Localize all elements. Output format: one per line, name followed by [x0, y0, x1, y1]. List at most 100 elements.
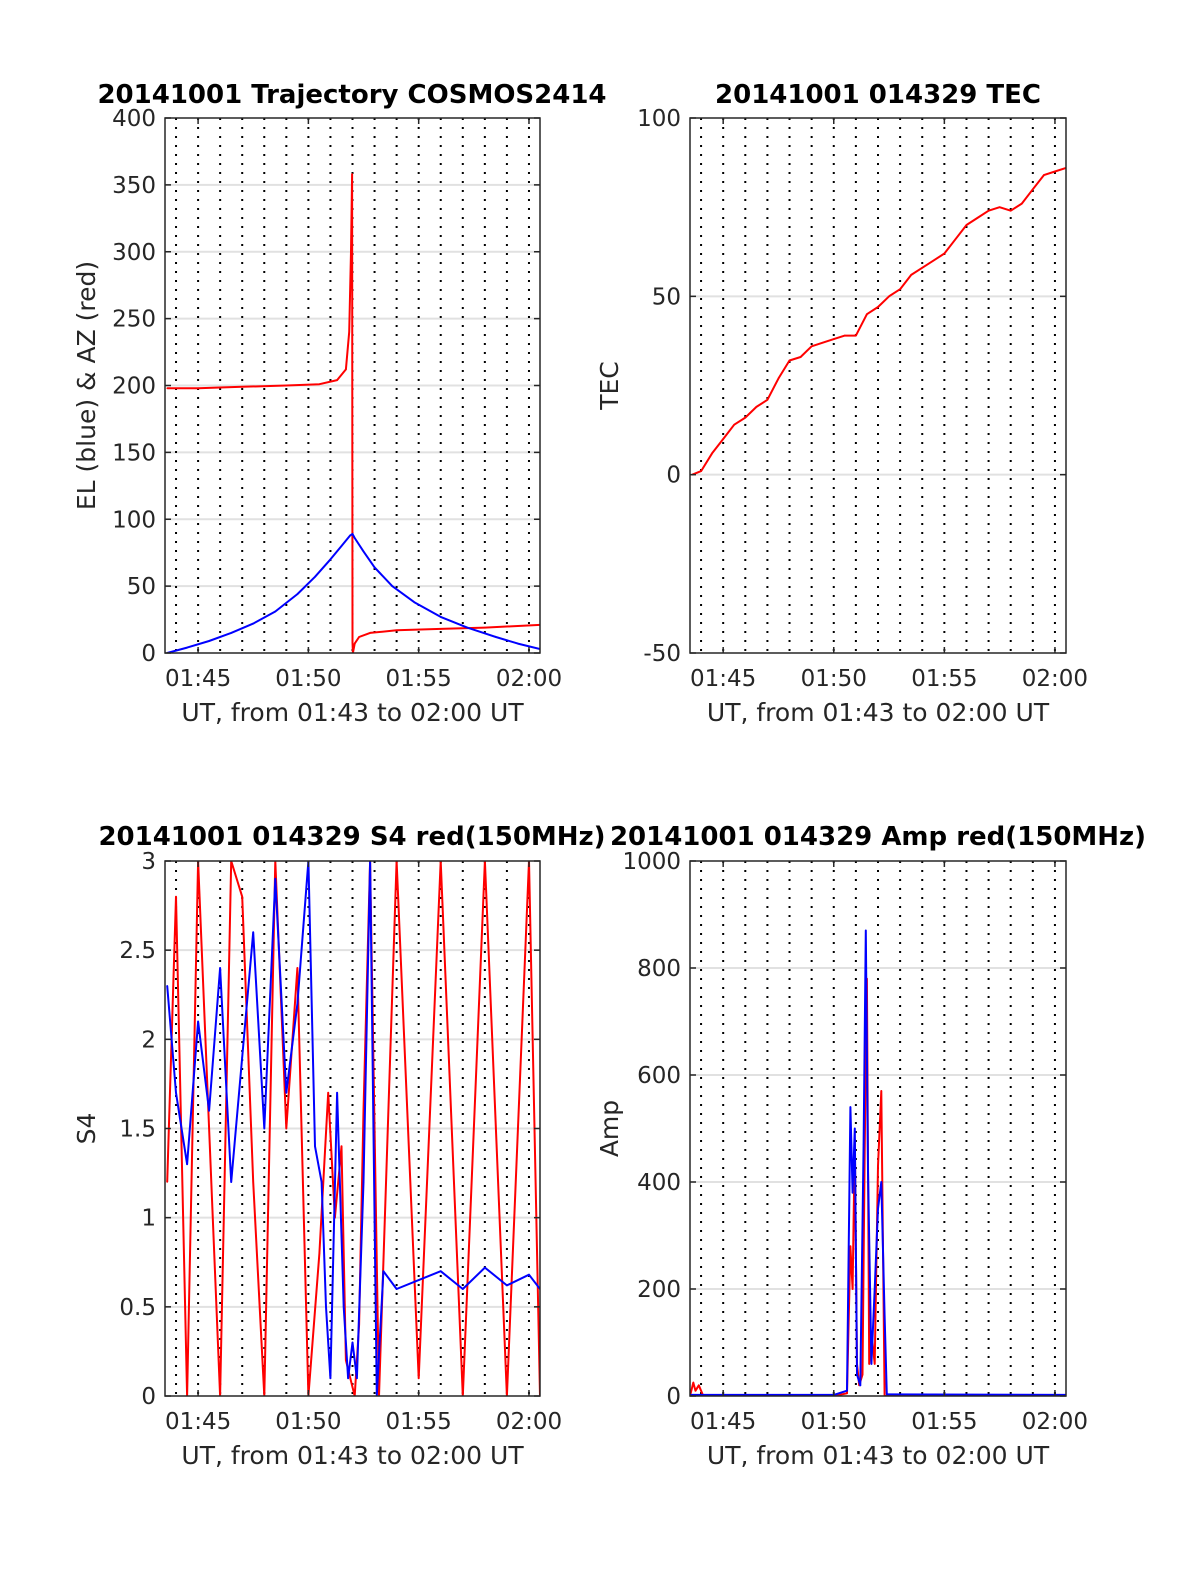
- x-tick-label: 01:50: [801, 666, 867, 692]
- data-point: [347, 1377, 349, 1379]
- y-tick-label: 150: [112, 440, 156, 466]
- data-point: [1032, 188, 1034, 191]
- data-point: [711, 452, 713, 455]
- data-point: [342, 1306, 345, 1308]
- series-line-blue: [690, 929, 1066, 1396]
- data-point: [175, 1092, 177, 1094]
- data-point: [976, 217, 979, 219]
- data-point: [336, 379, 338, 381]
- data-point: [395, 629, 398, 632]
- data-point: [854, 1127, 856, 1130]
- data-point: [528, 1273, 530, 1276]
- data-point: [998, 206, 1001, 208]
- y-tick-label: 1.5: [119, 1117, 156, 1143]
- data-point: [484, 626, 486, 629]
- data-point: [241, 386, 243, 388]
- y-tick-label: -50: [643, 641, 681, 667]
- data-point: [932, 259, 935, 262]
- data-point: [285, 384, 288, 387]
- data-point: [186, 646, 188, 649]
- chart-title: 20141001 014329 TEC: [715, 80, 1041, 110]
- y-tick-label: 350: [112, 173, 156, 199]
- data-point: [197, 387, 199, 390]
- data-point: [846, 1389, 848, 1392]
- data-point: [788, 359, 791, 362]
- data-point: [856, 1373, 858, 1376]
- data-point: [1043, 174, 1045, 176]
- data-point: [373, 566, 376, 569]
- y-tick-label: 0: [141, 1384, 156, 1410]
- data-point: [954, 238, 957, 241]
- y-tick-label: 300: [112, 240, 156, 266]
- data-point: [362, 1109, 365, 1112]
- chart-title: 20141001 Trajectory COSMOS2414: [97, 80, 606, 110]
- panel-amp: 0 200 400 600 800 1000 01:45 01:50 01:55 02:00 201…: [595, 822, 1146, 1470]
- data-point: [744, 416, 747, 419]
- data-point: [329, 558, 332, 561]
- x-tick-label: 01:55: [911, 666, 977, 692]
- data-point: [340, 545, 343, 547]
- data-point: [314, 576, 316, 578]
- data-point: [886, 1393, 888, 1396]
- data-point: [733, 423, 735, 426]
- data-point: [166, 387, 168, 390]
- data-point: [274, 610, 277, 613]
- data-point: [350, 251, 352, 253]
- data-point: [698, 1384, 700, 1387]
- y-tick-label: 2: [141, 1027, 156, 1053]
- data-point: [351, 533, 354, 535]
- x-tick-label: 01:55: [386, 1409, 452, 1435]
- data-point: [353, 537, 356, 539]
- data-point: [382, 1270, 385, 1272]
- data-point: [1021, 202, 1023, 205]
- y-tick-label: 100: [637, 106, 681, 132]
- x-axis-label: UT, from 01:43 to 02:00 UT: [707, 698, 1050, 727]
- data-point: [799, 356, 802, 358]
- data-point: [252, 931, 254, 934]
- data-point: [296, 1002, 299, 1005]
- data-point: [230, 632, 232, 634]
- chart-title: 20141001 014329 S4 red(150MHz): [98, 822, 605, 852]
- data-point: [351, 1341, 354, 1344]
- data-point: [325, 1306, 327, 1308]
- data-point: [870, 1363, 873, 1365]
- data-point: [348, 331, 351, 333]
- data-point: [274, 878, 277, 880]
- data-point: [943, 252, 946, 255]
- data-point: [722, 438, 724, 440]
- data-point: [358, 636, 360, 638]
- data-point: [285, 1127, 288, 1130]
- x-axis-label: UT, from 01:43 to 02:00 UT: [181, 698, 524, 727]
- x-tick-label: 01:50: [801, 1409, 867, 1435]
- data-point: [208, 640, 210, 642]
- data-point: [362, 550, 365, 553]
- data-point: [395, 1288, 398, 1290]
- data-point: [329, 1377, 332, 1379]
- data-point: [965, 224, 968, 226]
- data-point: [777, 377, 780, 380]
- data-point: [417, 1377, 420, 1379]
- data-point: [865, 929, 867, 932]
- data-point: [880, 1090, 883, 1092]
- x-tick-label: 02:00: [496, 1409, 562, 1435]
- x-tick-label: 01:45: [690, 666, 756, 692]
- data-point: [833, 338, 835, 340]
- data-point: [849, 1245, 852, 1247]
- x-tick-label: 01:45: [165, 666, 231, 692]
- y-axis-label: EL (blue) & AZ (red): [72, 261, 101, 510]
- y-tick-label: 400: [112, 106, 156, 132]
- data-point: [186, 1163, 188, 1165]
- data-point: [844, 334, 846, 337]
- data-point: [849, 1106, 852, 1108]
- axes-frame: [689, 117, 1067, 654]
- data-point: [877, 306, 879, 308]
- data-point: [356, 1377, 358, 1379]
- data-point: [252, 622, 254, 625]
- data-point: [862, 1143, 865, 1146]
- data-point: [314, 1145, 316, 1148]
- data-point: [197, 1020, 199, 1023]
- data-point: [866, 313, 868, 316]
- data-point: [208, 1109, 210, 1112]
- data-point: [700, 470, 702, 472]
- series-line-el: [166, 533, 540, 653]
